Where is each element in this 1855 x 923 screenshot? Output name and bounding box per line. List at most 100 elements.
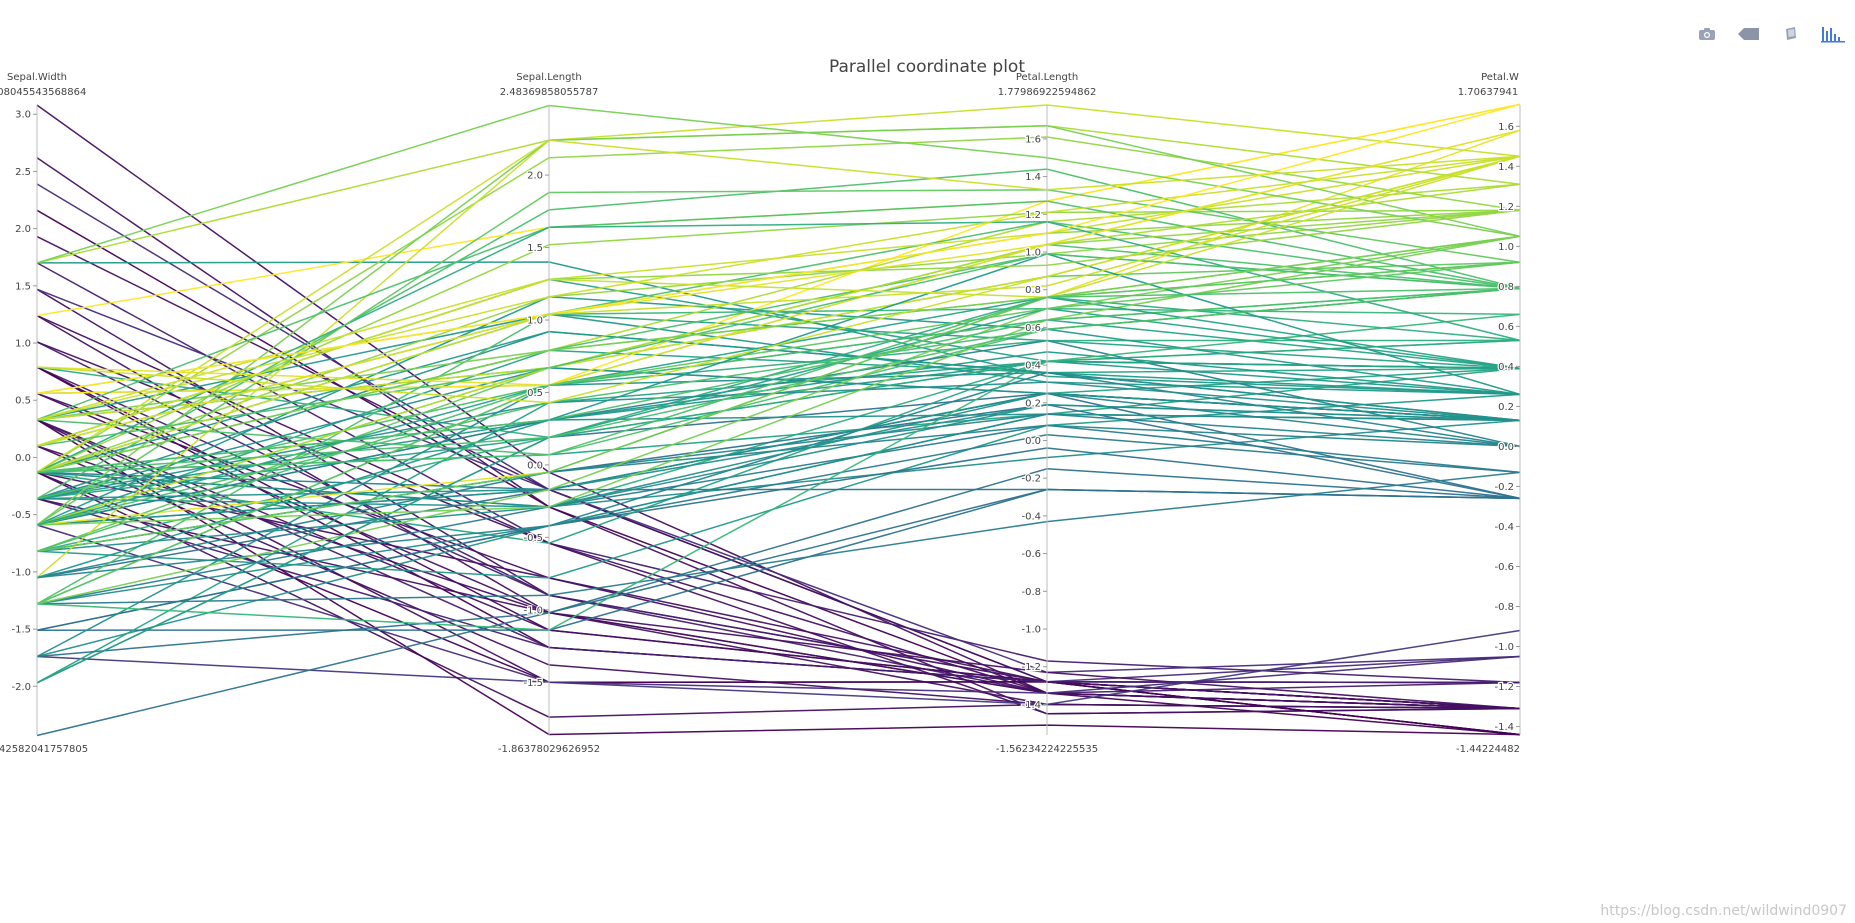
data-line[interactable] [36,381,1521,500]
data-line[interactable] [36,104,1521,264]
data-line[interactable] [36,471,1521,605]
tick-label: 0.8 [1025,285,1041,296]
data-line[interactable] [36,371,1521,658]
tick-label: 1.2 [1025,210,1041,221]
tick-label: 1.4 [1498,162,1514,173]
tick-label: 0.2 [1498,402,1514,413]
data-line[interactable] [36,183,1521,526]
data-line[interactable] [36,287,1521,474]
axes-layer: Sepal.Width 3.08045543568864 -2.4258204175… [0,72,1521,755]
tick-label: 0.0 [1498,442,1514,453]
axis-range-max: 3.08045543568864 [0,87,86,98]
axis-label[interactable]: Petal.W [1481,72,1519,83]
data-line[interactable] [36,262,1521,684]
book-icon[interactable] [1777,22,1805,46]
axis-label[interactable]: Sepal.Width [7,72,67,83]
axis-petal-length[interactable]: Petal.Length 1.77986922594862 -1.562342242… [996,72,1098,755]
data-line[interactable] [36,497,1521,710]
axis-label[interactable]: Sepal.Length [516,72,581,83]
axis-petal-w[interactable]: Petal.W 1.70637941 -1.44224482 -1.4 -1.2 -1.0… [1456,72,1521,755]
data-line[interactable] [36,313,1521,421]
data-line[interactable] [36,235,1521,474]
data-line[interactable] [36,629,1521,706]
data-line[interactable] [36,366,1521,694]
data-line[interactable] [36,497,1521,684]
data-line[interactable] [36,261,1521,553]
tick-label: 0.0 [15,453,31,464]
tick-label: 1.4 [1025,172,1041,183]
axis-range-max: 2.48369858055787 [500,87,599,98]
modebar [1693,22,1847,46]
data-line[interactable] [36,155,1521,447]
axis-range-min: -2.42582041757805 [0,744,88,755]
data-line[interactable] [36,155,1521,404]
data-line[interactable] [36,155,1521,474]
tick-label: 1.6 [1498,122,1514,133]
data-line[interactable] [36,468,1521,737]
tick-label: -0.2 [1021,474,1041,485]
axis-range-min: -1.86378029626952 [498,744,600,755]
tick-label: -0.6 [1021,549,1041,560]
data-line[interactable] [36,124,1521,526]
data-line[interactable] [36,235,1521,526]
axis-range-max: 1.70637941 [1458,87,1518,98]
data-line[interactable] [36,261,1521,605]
axis-sepal-length[interactable]: Sepal.Length 2.48369858055787 -1.863780296… [498,72,600,755]
data-line[interactable] [36,253,1521,579]
camera-icon[interactable] [1693,22,1721,46]
tick-label: 0.5 [15,396,31,407]
data-line[interactable] [36,129,1521,447]
tick-label: 0.6 [1498,322,1514,333]
data-line[interactable] [36,419,1521,736]
tick-label: 1.0 [527,316,543,327]
tick-label: 1.6 [1025,134,1041,145]
tick-label: 0.0 [527,460,543,471]
tick-label: -0.2 [1494,482,1514,493]
data-line[interactable] [36,253,1521,447]
data-line[interactable] [36,287,1521,474]
data-line[interactable] [36,209,1521,474]
tick-label: -1.2 [1021,662,1041,673]
axis-sepal-width[interactable]: Sepal.Width 3.08045543568864 -2.4258204175… [0,72,88,755]
data-line[interactable] [36,488,1521,658]
tick-label: -0.5 [523,533,543,544]
data-line[interactable] [36,288,1521,710]
data-line[interactable] [36,235,1521,605]
axis-range-max: 1.77986922594862 [998,87,1097,98]
data-line[interactable] [36,314,1521,715]
axis-label[interactable]: Petal.Length [1016,72,1078,83]
data-line[interactable] [36,103,1521,395]
data-line[interactable] [36,139,1521,473]
data-line[interactable] [36,371,1521,579]
data-line[interactable] [36,413,1521,579]
tick-label: 2.0 [15,224,31,235]
data-line[interactable] [36,424,1521,605]
data-line[interactable] [36,471,1521,718]
tick-label: 1.0 [15,339,31,350]
data-line[interactable] [36,261,1521,396]
axis-range-min: -1.44224482 [1456,744,1520,755]
tick-label: 1.5 [527,243,543,254]
data-line[interactable] [36,419,1521,508]
tick-label: 1.0 [1498,242,1514,253]
chart-title: Parallel coordinate plot [829,57,1025,77]
lines-layer [36,103,1521,737]
tag-icon[interactable] [1735,22,1763,46]
data-line[interactable] [36,155,1521,421]
axis-range-min: -1.56234224225535 [996,744,1098,755]
data-line[interactable] [36,209,1521,473]
data-line[interactable] [36,413,1521,605]
tick-label: 1.0 [1025,248,1041,259]
data-line[interactable] [36,447,1521,631]
tick-label: -1.0 [1021,624,1041,635]
data-line[interactable] [36,221,1521,473]
tick-label: 0.4 [1498,362,1514,373]
data-line[interactable] [36,200,1521,421]
tick-label: -0.6 [1494,562,1514,573]
tick-label: 0.5 [527,388,543,399]
plotly-logo-icon[interactable] [1819,22,1847,46]
tick-label: 1.5 [15,281,31,292]
data-line[interactable] [36,307,1521,684]
data-line[interactable] [36,403,1521,526]
data-line[interactable] [36,524,1521,694]
